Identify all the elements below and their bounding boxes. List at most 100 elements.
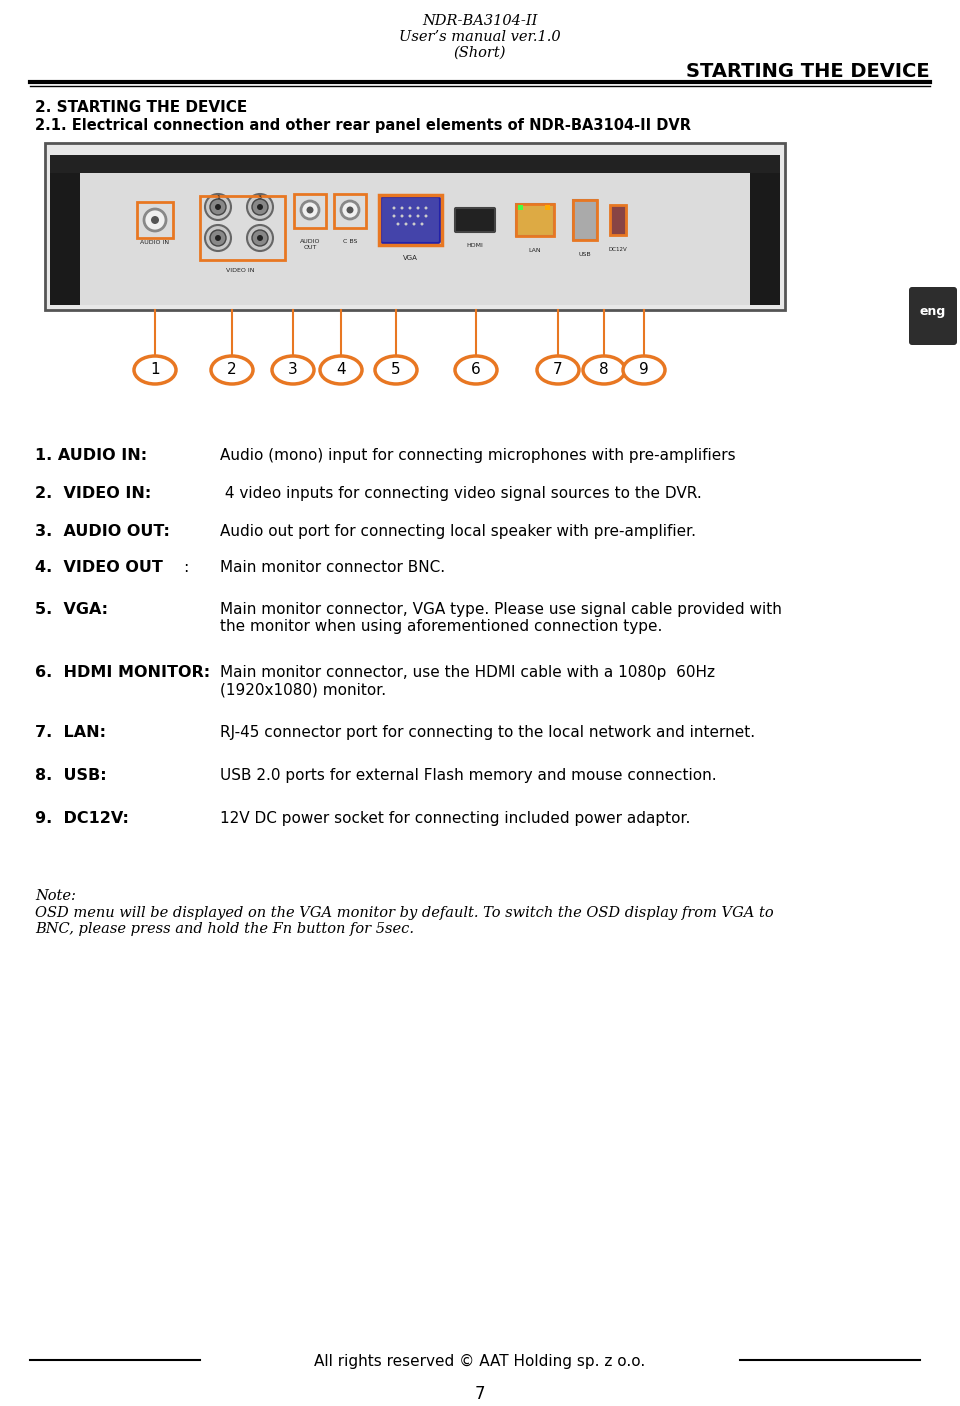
Ellipse shape — [413, 222, 416, 225]
Bar — [516, 204, 554, 236]
Text: 2. STARTING THE DEVICE: 2. STARTING THE DEVICE — [35, 100, 248, 115]
Ellipse shape — [424, 215, 427, 218]
Text: OSD menu will be displayed on the VGA monitor by default. To switch the OSD disp: OSD menu will be displayed on the VGA mo… — [35, 905, 774, 936]
Ellipse shape — [400, 207, 403, 209]
Ellipse shape — [215, 235, 221, 240]
Ellipse shape — [400, 215, 403, 218]
Text: AUDIO: AUDIO — [300, 239, 321, 245]
Ellipse shape — [252, 231, 268, 246]
Ellipse shape — [417, 207, 420, 209]
Text: STARTING THE DEVICE: STARTING THE DEVICE — [686, 62, 930, 82]
Ellipse shape — [306, 207, 314, 214]
Text: 1. AUDIO IN:: 1. AUDIO IN: — [35, 449, 147, 463]
Bar — [379, 195, 442, 245]
Ellipse shape — [134, 356, 176, 384]
Bar — [50, 173, 80, 305]
Text: 2.  VIDEO IN:: 2. VIDEO IN: — [35, 486, 152, 501]
Text: VIDEO IN: VIDEO IN — [226, 269, 254, 273]
Text: (Short): (Short) — [454, 46, 506, 60]
FancyBboxPatch shape — [909, 287, 957, 344]
Ellipse shape — [341, 201, 359, 219]
Ellipse shape — [205, 225, 231, 252]
Text: AUDIO IN: AUDIO IN — [140, 240, 170, 245]
Text: 8.  USB:: 8. USB: — [35, 768, 107, 783]
Bar — [610, 205, 626, 235]
Text: 1: 1 — [216, 195, 220, 200]
Text: Note:: Note: — [35, 889, 76, 903]
Text: 2.1. Electrical connection and other rear panel elements of NDR-BA3104-II DVR: 2.1. Electrical connection and other rea… — [35, 118, 691, 134]
Text: User’s manual ver.1.0: User’s manual ver.1.0 — [399, 30, 561, 44]
Ellipse shape — [257, 204, 263, 209]
Ellipse shape — [247, 194, 273, 219]
Text: :: : — [183, 560, 188, 575]
Ellipse shape — [347, 207, 353, 214]
Bar — [518, 205, 523, 209]
Text: NDR-BA3104-II: NDR-BA3104-II — [422, 14, 538, 28]
Text: Main monitor connector BNC.: Main monitor connector BNC. — [220, 560, 445, 575]
Text: 9.  DC12V:: 9. DC12V: — [35, 811, 129, 825]
Bar — [573, 200, 597, 240]
Ellipse shape — [151, 217, 159, 224]
Ellipse shape — [409, 207, 412, 209]
FancyBboxPatch shape — [381, 197, 440, 243]
Ellipse shape — [583, 356, 625, 384]
Bar — [334, 194, 366, 228]
Text: Main monitor connector, use the HDMI cable with a 1080p  60Hz
(1920x1080) monito: Main monitor connector, use the HDMI cab… — [220, 665, 715, 697]
Text: DC12V: DC12V — [609, 247, 628, 252]
Ellipse shape — [417, 215, 420, 218]
Text: USB 2.0 ports for external Flash memory and mouse connection.: USB 2.0 ports for external Flash memory … — [220, 768, 716, 783]
Text: 4.  VIDEO OUT: 4. VIDEO OUT — [35, 560, 163, 575]
Text: 6: 6 — [471, 363, 481, 377]
Text: eng: eng — [920, 305, 947, 318]
Ellipse shape — [623, 356, 665, 384]
Ellipse shape — [424, 207, 427, 209]
Text: Audio out port for connecting local speaker with pre-amplifier.: Audio out port for connecting local spea… — [220, 524, 696, 538]
Ellipse shape — [301, 201, 319, 219]
Ellipse shape — [215, 204, 221, 209]
Ellipse shape — [257, 235, 263, 240]
Bar — [200, 195, 285, 260]
Ellipse shape — [404, 222, 407, 225]
Ellipse shape — [396, 222, 399, 225]
Ellipse shape — [211, 356, 253, 384]
Bar — [516, 204, 554, 236]
Text: 9: 9 — [639, 363, 649, 377]
Bar — [545, 205, 550, 209]
Bar — [50, 173, 780, 305]
Text: 5: 5 — [391, 363, 401, 377]
Ellipse shape — [409, 215, 412, 218]
Text: 3: 3 — [258, 195, 262, 200]
Text: 7: 7 — [475, 1385, 485, 1403]
Text: C BS: C BS — [343, 239, 357, 245]
FancyBboxPatch shape — [455, 208, 495, 232]
Text: 7: 7 — [553, 363, 563, 377]
Ellipse shape — [420, 222, 423, 225]
Text: Main monitor connector, VGA type. Please use signal cable provided with
the moni: Main monitor connector, VGA type. Please… — [220, 602, 781, 634]
Ellipse shape — [205, 194, 231, 219]
Text: 4: 4 — [336, 363, 346, 377]
Bar — [294, 194, 326, 228]
Text: 2: 2 — [228, 363, 237, 377]
Ellipse shape — [320, 356, 362, 384]
Ellipse shape — [393, 215, 396, 218]
Bar — [45, 143, 785, 309]
Text: All rights reserved © AAT Holding sp. z o.o.: All rights reserved © AAT Holding sp. z … — [314, 1354, 646, 1369]
Bar — [50, 155, 780, 173]
Text: RJ-45 connector port for connecting to the local network and internet.: RJ-45 connector port for connecting to t… — [220, 725, 756, 740]
Bar — [610, 205, 626, 235]
Text: 7.  LAN:: 7. LAN: — [35, 725, 106, 740]
Text: Audio (mono) input for connecting microphones with pre-amplifiers: Audio (mono) input for connecting microp… — [220, 449, 735, 463]
Ellipse shape — [247, 225, 273, 252]
Text: OUT: OUT — [303, 245, 317, 250]
Text: LAN: LAN — [529, 247, 541, 253]
Ellipse shape — [210, 231, 226, 246]
Ellipse shape — [252, 200, 268, 215]
Ellipse shape — [144, 209, 166, 231]
Bar — [573, 200, 597, 240]
Ellipse shape — [393, 207, 396, 209]
Text: 6.  HDMI MONITOR:: 6. HDMI MONITOR: — [35, 665, 210, 681]
Bar — [137, 202, 173, 238]
Text: USB: USB — [579, 252, 591, 257]
Ellipse shape — [455, 356, 497, 384]
Text: 3: 3 — [288, 363, 298, 377]
